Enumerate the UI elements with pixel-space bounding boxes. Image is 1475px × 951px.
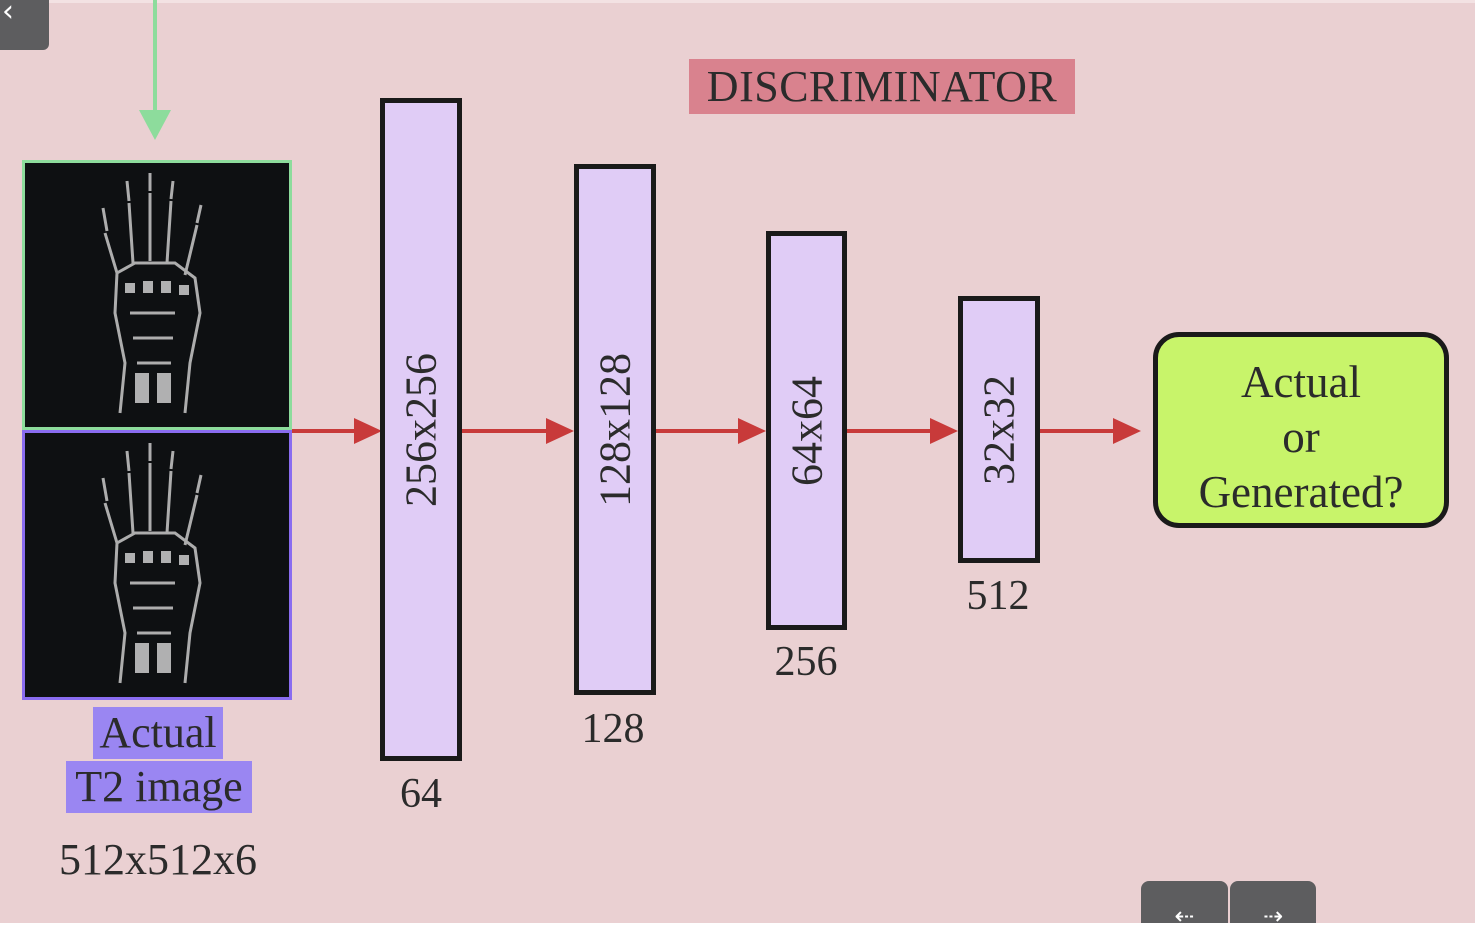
previous-button[interactable]: ⇠ [1141,881,1228,930]
hand-xray-image [101,443,203,684]
flow-arrow-5-head [1113,418,1141,444]
layer-block-1: 256x256 [380,98,462,761]
output-decision-box: Actual or Generated? [1153,332,1449,528]
layer-block-2: 128x128 [574,164,656,695]
arrow-right-icon: ⇢ [1262,902,1284,930]
diagram-title: DISCRIMINATOR [689,59,1075,114]
layer-4-size: 32x32 [974,374,1024,485]
layer-2-channels: 128 [581,706,645,752]
layer-block-4: 32x32 [958,296,1040,563]
layer-3-size: 64x64 [782,375,831,486]
arrows-layer [139,0,1141,444]
input-label-line1: Actual [93,707,223,759]
diagram-canvas: DISCRIMINATOR [0,0,1475,923]
flow-arrow-2-head [546,418,574,444]
layer-1-size: 256x256 [396,352,446,507]
flow-arrow-3-head [738,418,766,444]
layer-4-channels: 512 [966,573,1030,619]
input-dimensions: 512x512x6 [59,835,257,884]
layer-1-channels: 64 [400,771,442,817]
next-button[interactable]: ⇢ [1230,881,1316,930]
chevron-left-icon: ‹ [2,0,14,29]
flow-arrow-4-head [930,418,958,444]
output-line3: Generated? [1198,467,1404,517]
input-label-line2: T2 image [66,761,252,813]
top-strip [0,0,1475,3]
output-line1: Actual [1241,357,1361,407]
actual-image-panel [22,160,292,430]
input-arrow-head [139,110,171,140]
layer-3-channels: 256 [774,639,838,685]
layer-2-size: 128x128 [590,352,640,507]
flow-arrow-1-head [354,418,382,444]
layer-block-3: 64x64 [766,231,847,630]
t2-image-panel [22,430,292,700]
output-line2: or [1282,412,1320,462]
back-button[interactable]: ‹ [0,0,49,50]
arrow-left-icon: ⇠ [1174,902,1195,930]
hand-xray-image [101,173,203,414]
